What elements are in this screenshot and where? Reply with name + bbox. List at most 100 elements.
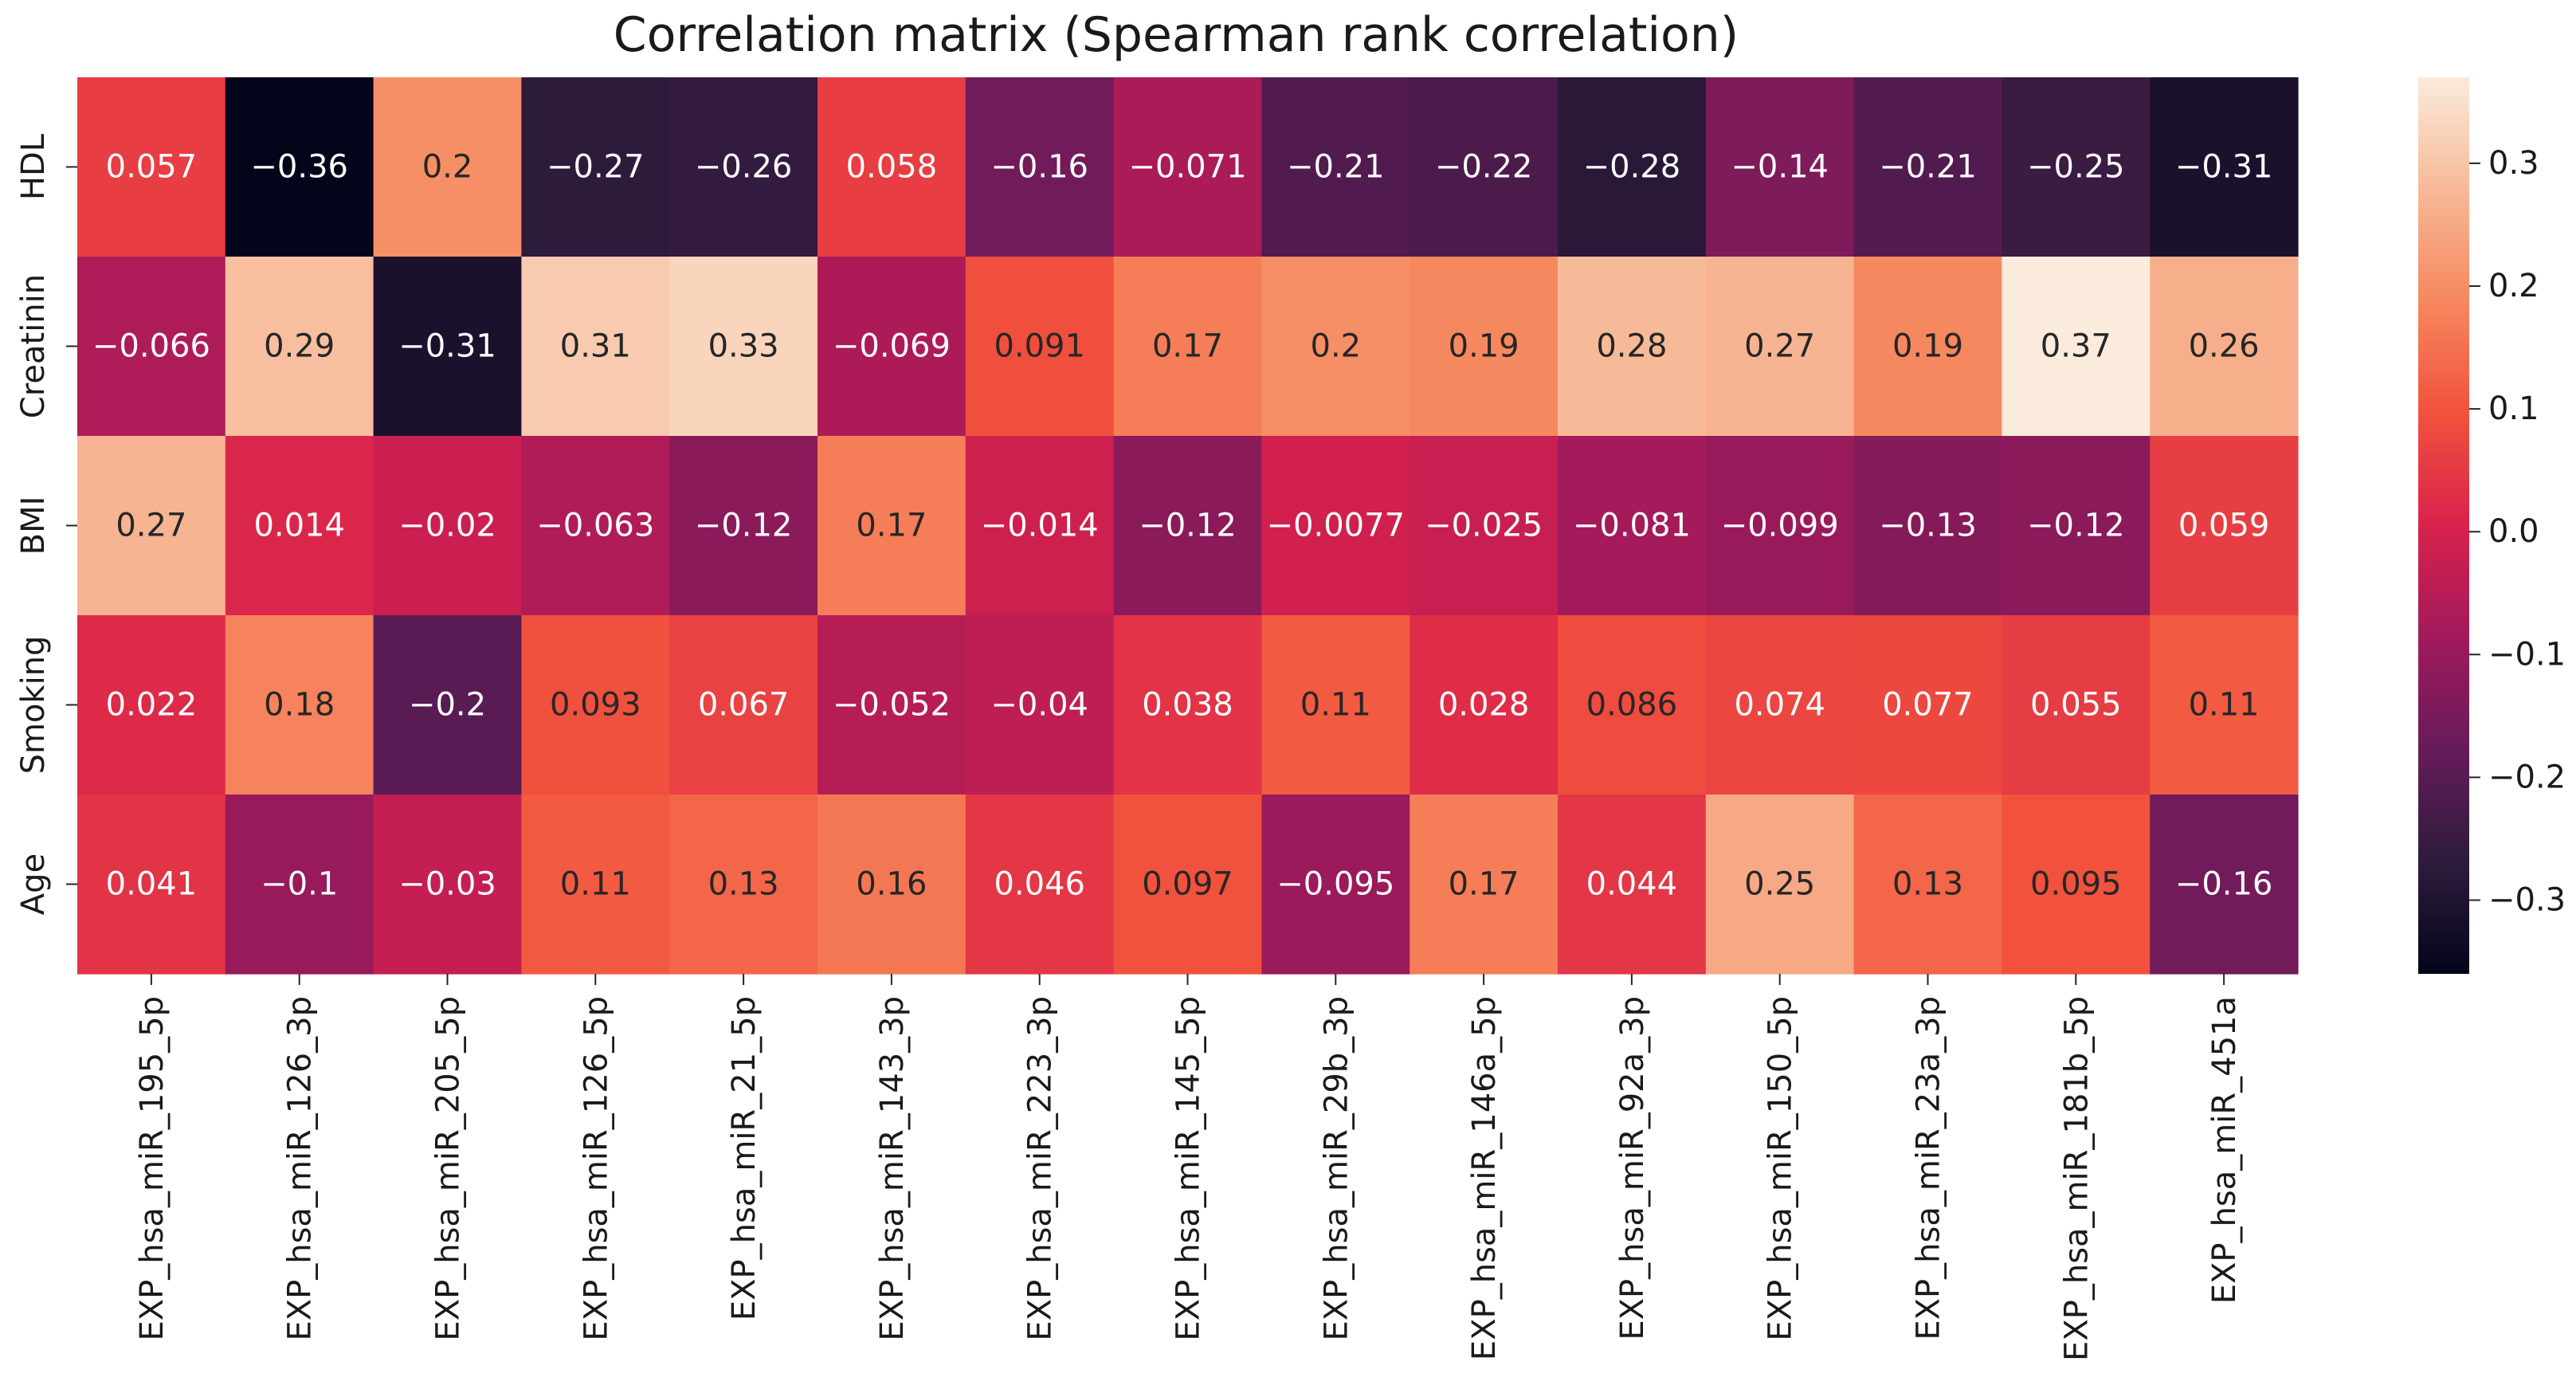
heatmap-cell (817, 615, 966, 795)
heatmap-cell (521, 436, 670, 616)
heatmap-cell (1853, 615, 2002, 795)
heatmap-cell (669, 77, 818, 257)
heatmap-cell (373, 77, 522, 257)
heatmap-cell (1410, 436, 1559, 616)
column-label: EXP_hsa_miR_223_3p (1022, 996, 1059, 1341)
cell-value-label: 0.044 (1586, 866, 1678, 903)
cell-value-label: −0.052 (833, 687, 951, 724)
column-label: EXP_hsa_miR_146a_5p (1466, 996, 1503, 1360)
column-label: EXP_hsa_miR_126_5p (578, 996, 614, 1341)
heatmap-cell (373, 615, 522, 795)
cell-value-label: 0.067 (698, 687, 790, 724)
heatmap-cell (1558, 257, 1707, 437)
column-label: EXP_hsa_miR_451a (2206, 996, 2243, 1304)
heatmap-cell (1853, 77, 2002, 257)
heatmap-cell (669, 615, 818, 795)
cell-value-label: −0.069 (833, 328, 951, 365)
heatmap-cell (1261, 257, 1410, 437)
column-label: EXP_hsa_miR_205_5p (430, 996, 467, 1341)
heatmap-cell (521, 795, 670, 975)
cell-value-label: 0.022 (106, 687, 198, 724)
heatmap-cell (2150, 795, 2299, 975)
heatmap-cell (373, 795, 522, 975)
cell-value-label: 0.37 (2041, 328, 2111, 365)
cell-value-label: 0.13 (708, 866, 779, 903)
cell-value-label: −0.28 (1583, 149, 1681, 186)
heatmap-cell (1853, 795, 2002, 975)
cell-value-label: −0.1 (261, 866, 338, 903)
cell-value-label: −0.04 (990, 687, 1088, 724)
cell-value-label: −0.071 (1128, 149, 1246, 186)
cell-value-label: 0.028 (1438, 687, 1530, 724)
cell-value-label: −0.14 (1731, 149, 1829, 186)
row-label: Smoking (15, 636, 52, 775)
cell-value-label: 0.058 (846, 149, 938, 186)
heatmap-cell (1113, 257, 1262, 437)
column-label: EXP_hsa_miR_150_5p (1762, 996, 1799, 1341)
heatmap-cell (1705, 436, 1855, 616)
cell-value-label: 0.11 (2189, 687, 2260, 724)
heatmap-cell (1558, 795, 1707, 975)
heatmap-cell (965, 257, 1115, 437)
cell-value-label: 0.13 (1892, 866, 1963, 903)
cell-value-label: 0.046 (994, 866, 1085, 903)
heatmap-cell (2002, 795, 2151, 975)
cell-value-label: 0.17 (1449, 866, 1519, 903)
colorbar-gradient (2418, 77, 2469, 974)
cell-value-label: 0.038 (1142, 687, 1233, 724)
cell-value-label: −0.099 (1721, 508, 1839, 544)
heatmap-cell (965, 77, 1115, 257)
cell-value-label: −0.0077 (1267, 508, 1405, 544)
cell-value-label: −0.16 (2175, 866, 2273, 903)
cell-value-label: 0.041 (106, 866, 198, 903)
heatmap-cell (1853, 257, 2002, 437)
colorbar-tick-label: 0.1 (2488, 390, 2539, 427)
heatmap-cell (817, 257, 966, 437)
heatmap-cell (225, 436, 374, 616)
colorbar-tick-label: 0.3 (2488, 145, 2539, 182)
colorbar-tick-label: 0.0 (2488, 513, 2539, 550)
heatmap-cell (77, 257, 226, 437)
heatmap-cell (817, 77, 966, 257)
cell-value-label: −0.21 (1879, 149, 1977, 186)
heatmap-cell (1410, 795, 1559, 975)
heatmap-cell (1558, 77, 1707, 257)
cell-value-label: 0.2 (422, 149, 473, 186)
cell-value-label: −0.31 (398, 328, 496, 365)
cell-value-label: 0.055 (2030, 687, 2122, 724)
column-label: EXP_hsa_miR_92a_3p (1614, 996, 1651, 1340)
column-label: EXP_hsa_miR_143_3p (874, 996, 911, 1341)
heatmap-cell (225, 257, 374, 437)
heatmap-cell (1113, 436, 1262, 616)
cell-value-label: 0.27 (1744, 328, 1815, 365)
heatmap-cell (1705, 77, 1855, 257)
cell-value-label: 0.31 (560, 328, 631, 365)
cell-value-label: −0.02 (398, 508, 496, 544)
heatmap-cell (1261, 436, 1410, 616)
colorbar-tick-label: −0.3 (2488, 882, 2566, 919)
heatmap-cell (77, 615, 226, 795)
heatmap-cell (2002, 77, 2151, 257)
heatmap-cell (1113, 77, 1262, 257)
cell-value-label: 0.26 (2189, 328, 2260, 365)
cell-value-label: 0.33 (708, 328, 779, 365)
heatmap-cell (965, 795, 1115, 975)
cell-value-label: −0.025 (1425, 508, 1543, 544)
cell-value-label: 0.25 (1744, 866, 1815, 903)
heatmap-cell (225, 795, 374, 975)
heatmap-cell (817, 795, 966, 975)
heatmap-cell (225, 77, 374, 257)
heatmap-cell (225, 615, 374, 795)
heatmap-cell (1261, 615, 1410, 795)
column-label: EXP_hsa_miR_126_3p (282, 996, 319, 1341)
heatmap-cell (669, 257, 818, 437)
heatmap-cell (77, 77, 226, 257)
heatmap-cell (1410, 77, 1559, 257)
heatmap-cell (817, 436, 966, 616)
cell-value-label: −0.063 (536, 508, 654, 544)
heatmap-cell (1558, 615, 1707, 795)
heatmap-cell (669, 436, 818, 616)
cell-value-label: −0.27 (547, 149, 645, 186)
cell-value-label: 0.091 (994, 328, 1085, 365)
